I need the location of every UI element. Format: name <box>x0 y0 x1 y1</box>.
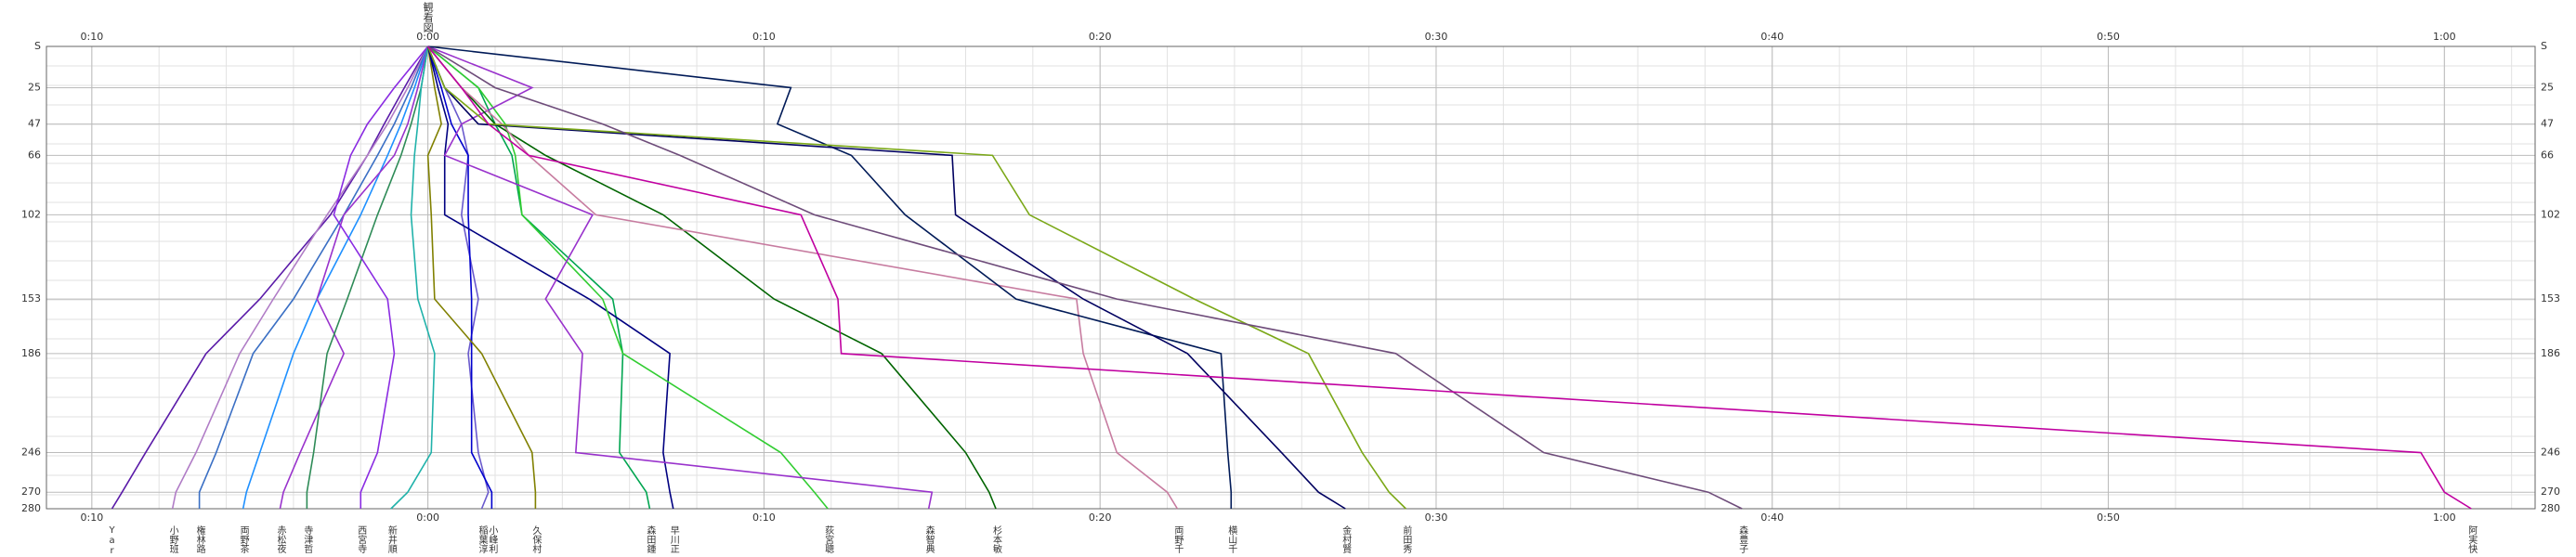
x-tick-label: 1:00 <box>2433 512 2456 524</box>
x-tick-label: 0:20 <box>1089 31 1112 43</box>
x-tick-label: 0:40 <box>1760 512 1784 524</box>
runner-line <box>427 45 934 510</box>
runner-label: 前田秀 <box>1401 525 1412 554</box>
runner-label: 金村賢 <box>1340 525 1352 554</box>
runner-label: 両野千 <box>1172 525 1183 554</box>
y-tick-label: 102 <box>21 208 41 220</box>
x-tick-label: 0:40 <box>1760 31 1784 43</box>
runner-line <box>427 45 1743 510</box>
runner-label: 早川正 <box>668 525 679 553</box>
runner-line <box>426 45 537 509</box>
runner-line <box>390 45 436 510</box>
x-tick-label: 0:10 <box>80 31 103 43</box>
y-tick-label: 25 <box>28 81 41 93</box>
runner-line <box>279 45 429 510</box>
runner-label: 西宮寺 <box>356 525 367 553</box>
runner-line <box>427 45 651 510</box>
x-tick-label: 0:30 <box>1425 512 1448 524</box>
y-tick-label: 25 <box>2541 81 2554 93</box>
runner-label: 森豊子 <box>1737 525 1748 553</box>
y-tick-label: 66 <box>28 149 41 161</box>
runner-line <box>426 45 1346 510</box>
runner-line <box>171 45 429 510</box>
y-tick-label: 153 <box>2541 292 2560 304</box>
runner-label: 阿実快 <box>2466 525 2478 554</box>
runner-label: 新井順 <box>386 525 397 554</box>
runner-label: 小峰利 <box>487 525 498 553</box>
x-tick-label: 0:10 <box>752 512 776 524</box>
x-tick-label: 0:10 <box>80 512 103 524</box>
runner-line <box>426 45 493 509</box>
runner-line <box>427 45 997 510</box>
y-tick-label: S <box>34 40 41 52</box>
x-tick-label: 0:30 <box>1425 31 1448 43</box>
runner-label: 久保村 <box>530 525 542 553</box>
y-tick-label: 270 <box>2541 486 2560 498</box>
runner-label: 両野茶 <box>238 525 249 553</box>
y-tick-label: 47 <box>28 118 41 130</box>
runner-label: 小野班 <box>167 525 178 554</box>
runner-line <box>242 45 429 510</box>
y-tick-label: 186 <box>21 347 41 359</box>
runner-line <box>427 45 829 510</box>
runner-line <box>333 45 429 509</box>
runner-line <box>306 45 429 509</box>
x-tick-label: 0:50 <box>2097 512 2120 524</box>
runner-label: Yar <box>107 525 117 556</box>
runner-line <box>426 45 1406 510</box>
y-tick-label: 153 <box>21 292 41 304</box>
y-tick-label: S <box>2541 40 2547 52</box>
runner-line <box>111 45 429 510</box>
runner-label: 寺津哲 <box>302 525 313 554</box>
runner-line <box>427 45 1179 510</box>
runner-label: 稲葉淳 <box>477 525 488 553</box>
y-tick-label: 102 <box>2541 208 2560 220</box>
runner-label: 杉本敏 <box>991 525 1002 554</box>
runner-label: 森智典 <box>923 525 935 554</box>
plot-frame <box>46 45 2536 510</box>
runner-label: 赤松夜 <box>275 525 286 554</box>
y-tick-label: 66 <box>2541 149 2554 161</box>
y-tick-label: 47 <box>2541 118 2554 130</box>
chart-title: 観看図 <box>422 1 434 32</box>
runner-line <box>198 45 429 509</box>
x-tick-label: 0:50 <box>2097 31 2120 43</box>
y-tick-label: 270 <box>21 486 41 498</box>
y-tick-label: 280 <box>2541 502 2560 514</box>
y-tick-label: 186 <box>2541 347 2560 359</box>
x-tick-label: 0:00 <box>416 31 439 43</box>
runner-label: 荻宮聰 <box>823 525 834 554</box>
runner-line <box>427 45 1233 509</box>
x-tick-label: 0:00 <box>416 512 439 524</box>
runner-label: 森田鍾 <box>645 525 656 553</box>
runner-line <box>427 45 2472 510</box>
x-tick-label: 0:10 <box>752 31 776 43</box>
y-tick-label: 280 <box>21 502 41 514</box>
x-tick-label: 0:20 <box>1089 512 1112 524</box>
runner-label: 権林路 <box>194 525 205 554</box>
x-tick-label: 1:00 <box>2433 31 2456 43</box>
y-tick-label: 246 <box>21 447 41 459</box>
y-tick-label: 246 <box>2541 447 2560 459</box>
runner-label: 横山千 <box>1226 525 1237 554</box>
runner-line <box>426 45 674 510</box>
